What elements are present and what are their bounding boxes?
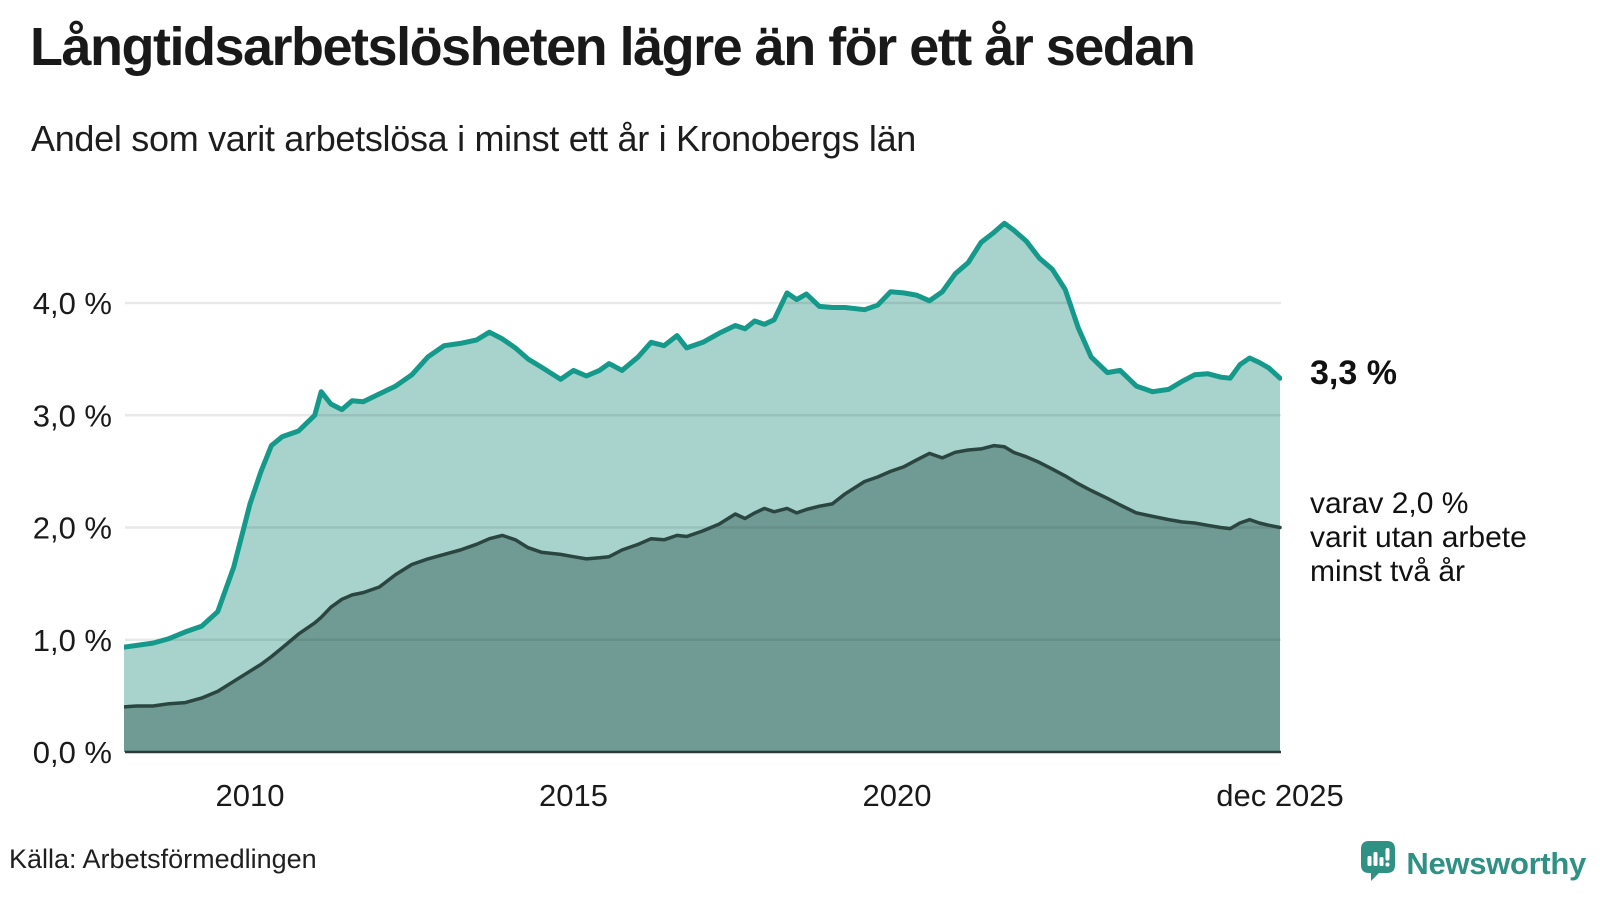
secondary-series-label-line2: varit utan arbete <box>1310 521 1527 554</box>
latest-value-label: 3,3 % <box>1310 354 1397 392</box>
secondary-series-label-line3: minst två år <box>1310 555 1466 588</box>
newsworthy-speech-bubble-chart-icon <box>1361 841 1396 887</box>
secondary-series-label: varav 2,0 % varit utan arbete minst två … <box>1310 487 1527 589</box>
page-subtitle: Andel som varit arbetslösa i minst ett å… <box>31 118 917 159</box>
y-tick-label-2,0 %: 2,0 % <box>33 511 112 546</box>
x-tick-label-2020: 2020 <box>863 778 932 813</box>
y-tick-label-4,0 %: 4,0 % <box>33 286 112 321</box>
page-title: Långtidsarbetslösheten lägre än för ett … <box>30 17 1196 77</box>
secondary-series-label-line1: varav 2,0 % <box>1310 487 1469 520</box>
y-tick-label-1,0 %: 1,0 % <box>33 623 112 658</box>
brand-name: Newsworthy <box>1406 846 1586 881</box>
y-tick-label-0,0 %: 0,0 % <box>33 735 112 770</box>
line-series-1 <box>124 443 1282 709</box>
brand-logo: Newsworthy <box>1361 841 1586 887</box>
series-areas <box>124 223 1280 752</box>
x-tick-label-dec 2025: dec 2025 <box>1216 778 1344 813</box>
area-fill-series-1 <box>124 445 1280 752</box>
x-tick-label-2015: 2015 <box>539 778 608 813</box>
x-tick-label-2010: 2010 <box>216 778 285 813</box>
line-series-0 <box>124 220 1282 650</box>
y-tick-label-3,0 %: 3,0 % <box>33 398 112 433</box>
source-note: Källa: Arbetsförmedlingen <box>9 844 317 874</box>
series-lines <box>124 220 1282 709</box>
